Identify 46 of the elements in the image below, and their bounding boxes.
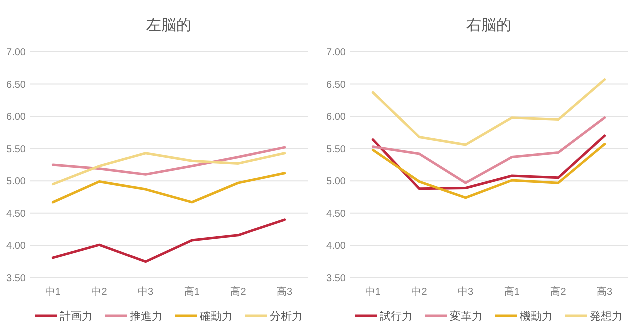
line-series	[372, 143, 606, 200]
y-tick-label: 4.00	[6, 241, 26, 252]
x-tick-label: 高2	[230, 286, 247, 298]
y-tick-label: 3.50	[6, 274, 26, 284]
y-tick-label: 4.00	[326, 241, 346, 252]
y-tick-label: 6.50	[326, 80, 346, 91]
line-series	[52, 172, 286, 204]
y-tick-label: 5.50	[6, 144, 26, 156]
chart-title: 右脳的	[466, 17, 512, 34]
line-series	[372, 78, 606, 146]
x-tick-label: 中3	[458, 286, 474, 298]
y-tick-label: 7.00	[6, 48, 26, 58]
y-tick-label: 5.00	[326, 176, 346, 188]
legend-label: 計画力	[60, 310, 93, 323]
y-tick-label: 5.00	[6, 176, 26, 188]
x-tick-label: 中2	[412, 286, 428, 298]
y-tick-label: 7.00	[326, 48, 346, 58]
x-tick-label: 中1	[45, 286, 62, 298]
x-tick-label: 高2	[550, 286, 567, 298]
legend-label: 試行力	[380, 310, 413, 323]
line-series	[52, 218, 286, 264]
x-tick-label: 高1	[184, 286, 200, 298]
y-tick-label: 6.00	[6, 112, 26, 124]
legend-label: 分析力	[270, 310, 303, 323]
x-tick-label: 中3	[138, 286, 154, 298]
legend-label: 発想力	[590, 310, 623, 323]
x-tick-label: 高1	[504, 286, 520, 298]
x-tick-label: 高3	[277, 286, 294, 298]
y-tick-label: 4.50	[6, 208, 26, 220]
x-tick-label: 中2	[92, 286, 108, 298]
line-series	[52, 146, 286, 176]
line-series	[372, 134, 606, 190]
x-tick-label: 高3	[597, 286, 614, 298]
y-tick-label: 5.50	[326, 144, 346, 156]
line-series	[372, 116, 606, 184]
x-tick-label: 中1	[365, 286, 382, 298]
y-tick-label: 6.50	[6, 80, 26, 91]
y-tick-label: 3.50	[326, 274, 346, 284]
y-tick-label: 4.50	[326, 208, 346, 220]
y-tick-label: 6.00	[326, 112, 346, 124]
line-series	[52, 152, 286, 186]
chart-title: 左脳的	[146, 17, 192, 34]
legend-label: 変革力	[450, 310, 483, 323]
legend-label: 推進力	[130, 310, 163, 323]
legend-label: 機動力	[520, 310, 553, 323]
legend-label: 確動力	[199, 310, 233, 323]
